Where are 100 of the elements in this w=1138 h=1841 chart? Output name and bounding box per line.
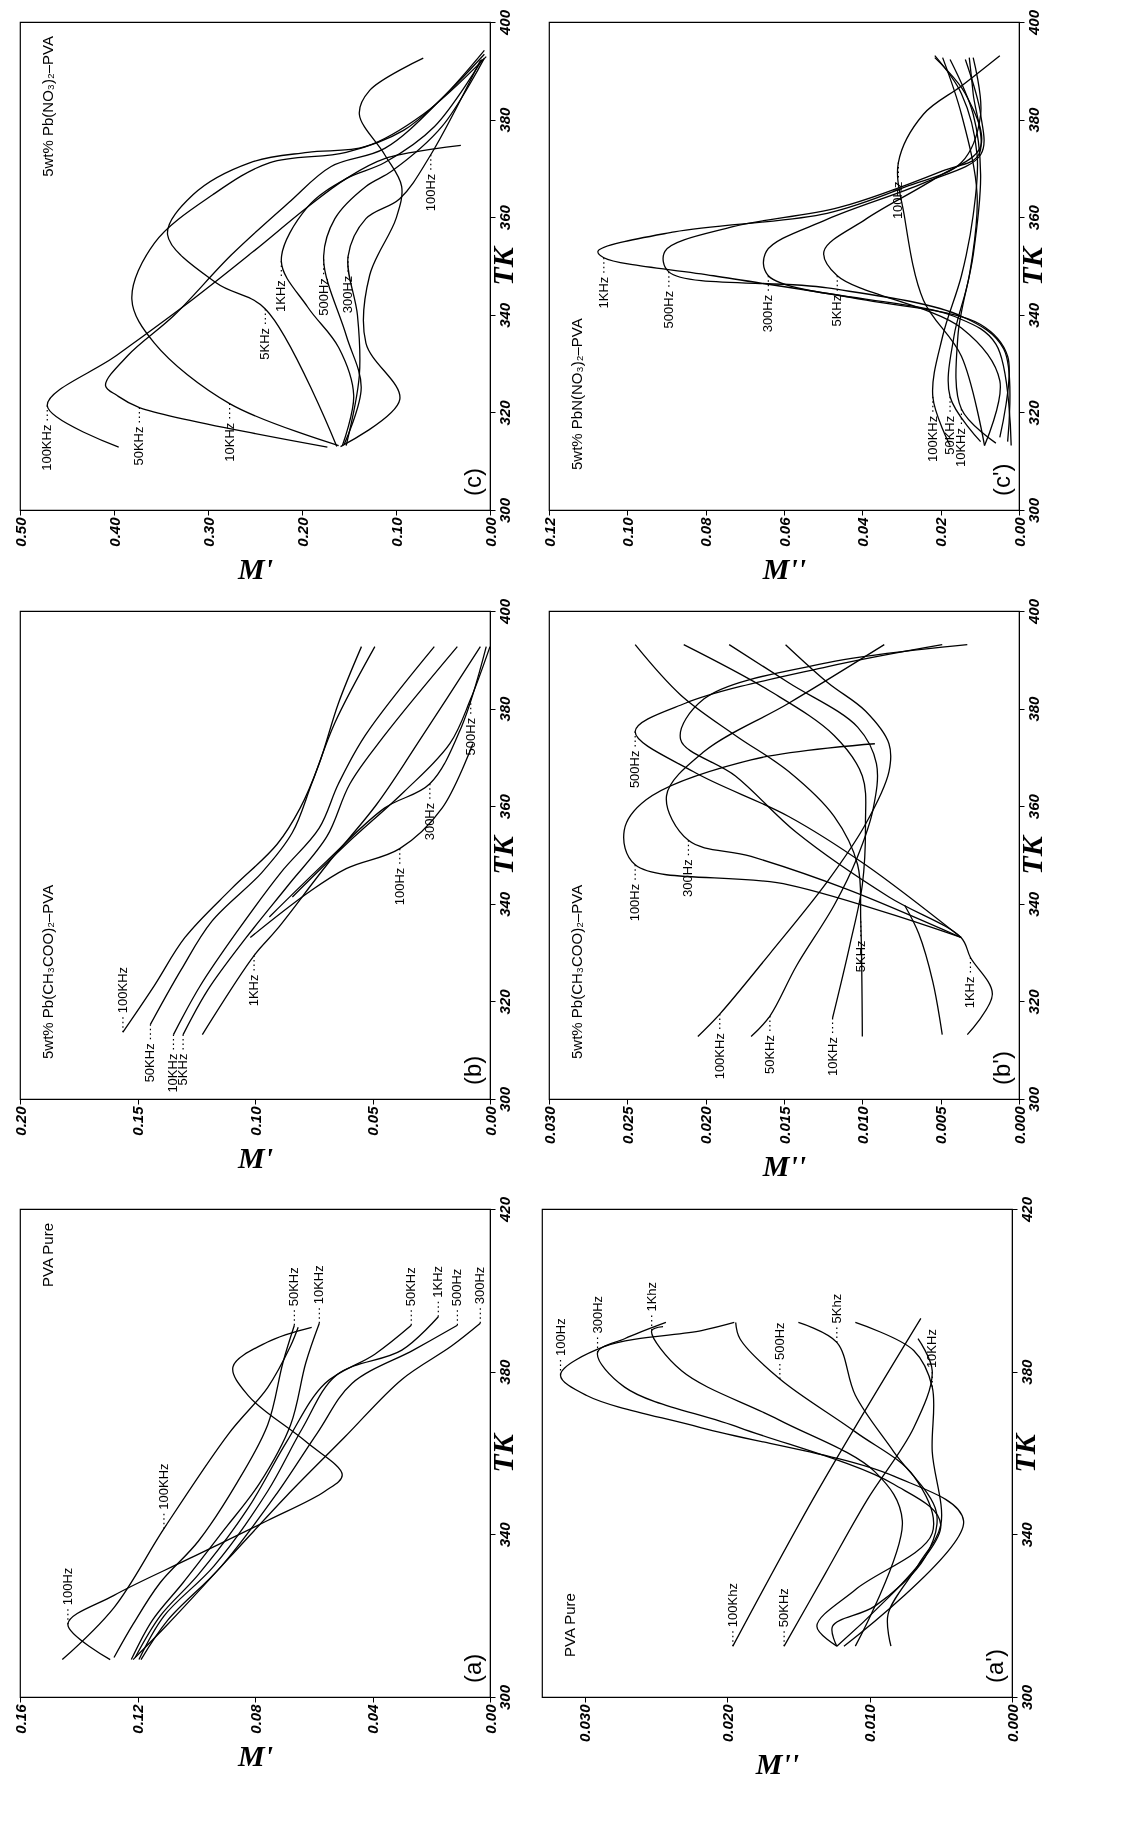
y-axis-title: TK xyxy=(485,834,519,875)
annotation: 100Khz xyxy=(724,1583,740,1628)
x-tick-label: 0.010 xyxy=(861,1703,879,1743)
annotation: 100KHz xyxy=(711,1033,727,1080)
x-axis-title: M'' xyxy=(761,1149,807,1183)
y-tick-label: 320 xyxy=(495,399,513,426)
annotation: 1KHz xyxy=(246,974,262,1007)
annotation: 100Hz xyxy=(391,867,407,906)
y-tick-label: 420 xyxy=(495,1196,513,1224)
x-tick-label: 0.15 xyxy=(129,1105,146,1136)
x-tick-label: 0.10 xyxy=(618,516,636,547)
x-tick-label: 0.12 xyxy=(129,1703,146,1734)
annotation: 50KHz xyxy=(142,1043,158,1083)
x-tick-label: 0.06 xyxy=(775,516,793,547)
x-tick-label: 0.020 xyxy=(718,1703,736,1743)
annotation: 100Hz xyxy=(422,173,438,212)
y-axis-title: TK xyxy=(485,1432,519,1473)
annotation: 5Khz xyxy=(828,1293,844,1324)
annotation: 1KHz xyxy=(595,276,611,309)
x-tick-label: 0.020 xyxy=(697,1105,715,1145)
annotation: 100KHz xyxy=(155,1463,171,1510)
x-tick-label: 0.030 xyxy=(540,1105,558,1145)
x-tick-label: 0.05 xyxy=(364,1105,381,1136)
y-tick-label: 340 xyxy=(495,1521,513,1548)
y-tick-label: 320 xyxy=(1024,988,1042,1015)
annotation: 50KHz xyxy=(761,1035,777,1075)
annotation: (c') xyxy=(988,463,1015,496)
annotation: 100Hz xyxy=(59,1567,75,1606)
x-tick-label: 0.10 xyxy=(246,1105,264,1136)
y-tick-label: 380 xyxy=(495,106,513,133)
y-tick-label: 320 xyxy=(1024,399,1042,426)
y-tick-label: 360 xyxy=(495,204,513,231)
x-axis-title: M' xyxy=(236,1738,274,1772)
x-tick-label: 0.08 xyxy=(697,516,715,547)
x-tick-label: 0.20 xyxy=(293,516,311,547)
x-axis-title: M' xyxy=(236,1140,274,1174)
y-axis-title: TK xyxy=(1014,834,1048,875)
y-tick-label: 400 xyxy=(1024,598,1042,626)
text: 5wt% Pb(CH₃COO)₂–PVA xyxy=(568,884,585,1059)
y-tick-label: 340 xyxy=(495,891,513,917)
annotation: 50KHz xyxy=(403,1267,419,1307)
y-tick-label: 340 xyxy=(495,302,513,328)
annotation: 100KHz xyxy=(924,415,940,463)
x-axis-title: M' xyxy=(236,551,274,585)
x-tick-label: 0.025 xyxy=(618,1105,636,1145)
annotation: 50KHz xyxy=(286,1267,302,1307)
annotation: 500Hz xyxy=(627,750,643,789)
annotation: 1KHz xyxy=(273,280,289,312)
annotation: (b) xyxy=(459,1055,486,1085)
annotation: 500Hz xyxy=(771,1322,787,1360)
annotation: 500Hz xyxy=(660,290,676,329)
annotation: 5KHz xyxy=(257,327,273,360)
y-axis-title: TK xyxy=(485,245,519,286)
x-tick-label: 0.20 xyxy=(11,1105,29,1136)
annotation: 100KHz xyxy=(39,424,55,471)
annotation: 100Hz xyxy=(552,1318,568,1356)
y-tick-label: 400 xyxy=(495,9,513,37)
annotation: 300Hz xyxy=(472,1266,488,1305)
x-tick-label: 0.50 xyxy=(11,516,29,547)
x-tick-label: 0.12 xyxy=(540,516,558,547)
text: PVA Pure xyxy=(561,1593,578,1657)
annotation: 1Khz xyxy=(643,1281,659,1312)
annotation: 500Hz xyxy=(449,1268,465,1307)
x-axis-title: M'' xyxy=(754,1747,800,1781)
annotation: 10KHz xyxy=(924,1329,940,1369)
y-tick-label: 360 xyxy=(1024,793,1042,820)
y-tick-label: 340 xyxy=(1017,1521,1035,1548)
annotation: (c) xyxy=(459,468,486,496)
x-tick-label: 0.010 xyxy=(853,1105,871,1145)
annotation: (a') xyxy=(981,1649,1008,1683)
text: 5wt% Pb(CH₃COO)₂–PVA xyxy=(39,884,56,1059)
annotation: 300Hz xyxy=(760,294,776,333)
y-tick-label: 420 xyxy=(1017,1196,1035,1224)
annotation: 10KHz xyxy=(311,1265,327,1305)
x-tick-label: 0.40 xyxy=(105,516,123,547)
y-tick-label: 320 xyxy=(495,988,513,1015)
y-axis-title: TK xyxy=(1007,1432,1041,1473)
y-tick-label: 360 xyxy=(1024,204,1042,231)
y-tick-label: 340 xyxy=(1024,891,1042,917)
annotation: 300Hz xyxy=(589,1295,605,1334)
annotation: 1KHz xyxy=(962,976,978,1009)
y-tick-label: 400 xyxy=(1024,9,1042,37)
y-tick-label: 400 xyxy=(495,598,513,626)
x-tick-label: 0.030 xyxy=(576,1703,594,1743)
annotation: 10KHz xyxy=(824,1036,840,1077)
annotation: 50KHz xyxy=(131,426,147,466)
text: PVA Pure xyxy=(39,1223,56,1287)
annotation: 300Hz xyxy=(340,275,356,314)
text: 5wt% Pb(NO₃)₂–PVA xyxy=(39,36,56,177)
x-tick-label: 0.02 xyxy=(932,516,950,547)
y-tick-label: 360 xyxy=(495,793,513,820)
x-tick-label: 0.04 xyxy=(364,1703,381,1734)
x-axis-title: M'' xyxy=(761,551,807,585)
y-axis-title: TK xyxy=(1014,245,1048,286)
y-tick-label: 380 xyxy=(495,1359,513,1385)
text: 5wt% PbN(NO₃)₂–PVA xyxy=(568,318,585,470)
annotation: 1KHz xyxy=(430,1265,446,1298)
x-tick-label: 0.08 xyxy=(246,1703,264,1734)
annotation: 10KHz xyxy=(221,422,237,462)
annotation: (b') xyxy=(988,1051,1015,1085)
